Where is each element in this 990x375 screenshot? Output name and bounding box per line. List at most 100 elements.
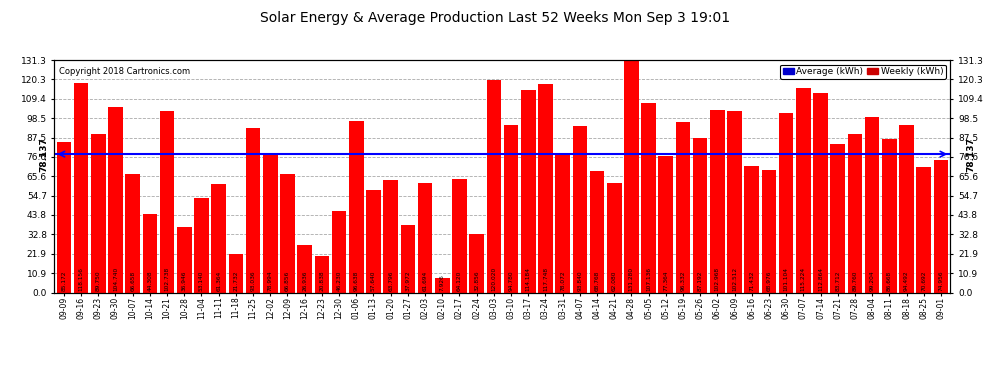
Text: 61.364: 61.364 (216, 270, 221, 291)
Text: 102.512: 102.512 (732, 267, 738, 291)
Text: 102.968: 102.968 (715, 267, 720, 291)
Bar (831, 144, 845, 292)
Bar (263, 153, 277, 292)
Bar (728, 111, 742, 292)
Bar (539, 84, 552, 292)
Text: 78.994: 78.994 (267, 270, 273, 291)
Text: 66.658: 66.658 (131, 270, 136, 291)
Bar (710, 110, 725, 292)
Bar (847, 134, 862, 292)
Text: Solar Energy & Average Production Last 52 Weeks Mon Sep 3 19:01: Solar Energy & Average Production Last 5… (260, 11, 730, 25)
Bar (212, 184, 226, 292)
Text: 120.020: 120.020 (491, 267, 496, 291)
Text: 20.838: 20.838 (320, 270, 325, 291)
Bar (865, 117, 879, 292)
Text: 94.492: 94.492 (904, 270, 909, 291)
Text: 102.738: 102.738 (164, 267, 169, 291)
Text: 101.104: 101.104 (784, 267, 789, 291)
Text: 70.692: 70.692 (922, 270, 927, 291)
Text: 36.946: 36.946 (182, 270, 187, 291)
Bar (246, 128, 260, 292)
Bar (56, 142, 71, 292)
Bar (452, 179, 466, 292)
Bar (624, 60, 639, 292)
Bar (177, 227, 192, 292)
Bar (761, 170, 776, 292)
Bar (796, 88, 811, 292)
Bar (194, 198, 209, 292)
Text: 68.976: 68.976 (766, 270, 771, 291)
Text: 96.332: 96.332 (680, 270, 685, 291)
Text: 78.137: 78.137 (40, 137, 49, 172)
Text: 99.204: 99.204 (869, 270, 874, 291)
Bar (74, 83, 88, 292)
Bar (934, 160, 948, 292)
Text: 85.172: 85.172 (61, 270, 66, 291)
Text: 68.768: 68.768 (595, 270, 600, 291)
Text: 46.230: 46.230 (337, 270, 342, 291)
Text: 21.732: 21.732 (234, 270, 239, 291)
Bar (572, 126, 587, 292)
Text: 37.972: 37.972 (405, 270, 410, 291)
Text: 44.308: 44.308 (148, 270, 152, 291)
Text: 96.638: 96.638 (353, 270, 358, 291)
Text: 77.364: 77.364 (663, 270, 668, 291)
Bar (159, 111, 174, 292)
Text: 64.120: 64.120 (457, 270, 462, 291)
Text: 104.740: 104.740 (113, 267, 118, 291)
Bar (521, 90, 536, 292)
Bar (693, 138, 708, 292)
Bar (607, 183, 622, 292)
Bar (126, 174, 140, 292)
Bar (108, 107, 123, 292)
Bar (504, 124, 519, 292)
Text: 89.760: 89.760 (852, 270, 857, 291)
Text: 112.864: 112.864 (818, 267, 823, 291)
Bar (383, 180, 398, 292)
Bar (779, 114, 793, 292)
Bar (401, 225, 415, 292)
Text: 83.712: 83.712 (836, 270, 841, 291)
Bar (418, 183, 433, 292)
Text: 53.140: 53.140 (199, 270, 204, 291)
Bar (280, 174, 295, 292)
Bar (91, 134, 106, 292)
Text: 107.136: 107.136 (646, 267, 651, 291)
Text: 62.080: 62.080 (612, 270, 617, 291)
Text: 7.926: 7.926 (440, 274, 445, 291)
Text: 78.137: 78.137 (967, 137, 976, 172)
Text: 131.280: 131.280 (629, 267, 634, 291)
Text: 114.184: 114.184 (526, 267, 531, 291)
Text: 117.748: 117.748 (543, 267, 547, 291)
Text: 78.072: 78.072 (560, 270, 565, 291)
Text: 32.856: 32.856 (474, 270, 479, 291)
Bar (555, 154, 570, 292)
Text: 89.750: 89.750 (96, 270, 101, 291)
Text: 118.156: 118.156 (78, 267, 83, 291)
Bar (899, 125, 914, 292)
Bar (486, 80, 501, 292)
Bar (435, 279, 449, 292)
Text: 57.640: 57.640 (371, 270, 376, 291)
Text: 87.192: 87.192 (698, 270, 703, 291)
Text: 71.432: 71.432 (749, 270, 754, 291)
Text: 74.956: 74.956 (939, 270, 943, 291)
Bar (332, 211, 346, 292)
Bar (366, 190, 381, 292)
Bar (229, 254, 244, 292)
Text: 26.936: 26.936 (302, 270, 307, 291)
Bar (882, 139, 897, 292)
Bar (642, 103, 656, 292)
Bar (658, 156, 673, 292)
Bar (744, 166, 759, 292)
Bar (348, 122, 363, 292)
Text: 93.840: 93.840 (577, 270, 582, 291)
Bar (917, 167, 931, 292)
Text: 93.036: 93.036 (250, 270, 255, 291)
Bar (813, 93, 828, 292)
Text: 63.796: 63.796 (388, 270, 393, 291)
Bar (469, 234, 484, 292)
Legend: Average (kWh), Weekly (kWh): Average (kWh), Weekly (kWh) (780, 64, 945, 79)
Bar (590, 171, 604, 292)
Bar (143, 214, 157, 292)
